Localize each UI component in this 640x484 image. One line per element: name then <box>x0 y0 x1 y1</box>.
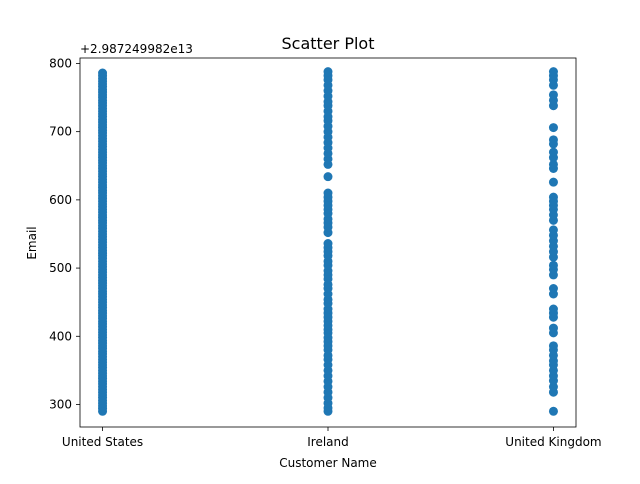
scatter-point <box>98 69 107 78</box>
y-tick-label: 400 <box>49 329 72 343</box>
x-tick-label: United Kingdom <box>505 435 601 449</box>
y-offset-text: +2.987249982e13 <box>80 42 193 56</box>
scatter-point <box>549 324 558 333</box>
scatter-point <box>549 67 558 76</box>
scatter-point <box>549 123 558 132</box>
scatter-point <box>549 305 558 314</box>
scatter-point <box>324 67 333 76</box>
scatter-point <box>549 284 558 293</box>
y-axis-label: Email <box>25 226 39 259</box>
scatter-point <box>549 261 558 270</box>
x-tick-label: Ireland <box>307 435 349 449</box>
scatter-point <box>324 172 333 181</box>
scatter-point <box>549 407 558 416</box>
scatter-point <box>549 135 558 144</box>
y-tick-label: 800 <box>49 56 72 70</box>
scatter-point <box>549 225 558 234</box>
scatter-point <box>549 148 558 157</box>
scatter-point <box>324 189 333 198</box>
y-tick-label: 500 <box>49 261 72 275</box>
scatter-point <box>549 178 558 187</box>
y-tick-label: 300 <box>49 397 72 411</box>
scatter-point <box>549 193 558 202</box>
scatter-point <box>549 90 558 99</box>
scatter-point <box>324 239 333 248</box>
y-tick-label: 700 <box>49 125 72 139</box>
scatter-point <box>549 341 558 350</box>
x-axis-label: Customer Name <box>279 456 377 470</box>
x-tick-label: United States <box>62 435 143 449</box>
y-tick-label: 600 <box>49 193 72 207</box>
chart-title: Scatter Plot <box>282 34 375 53</box>
